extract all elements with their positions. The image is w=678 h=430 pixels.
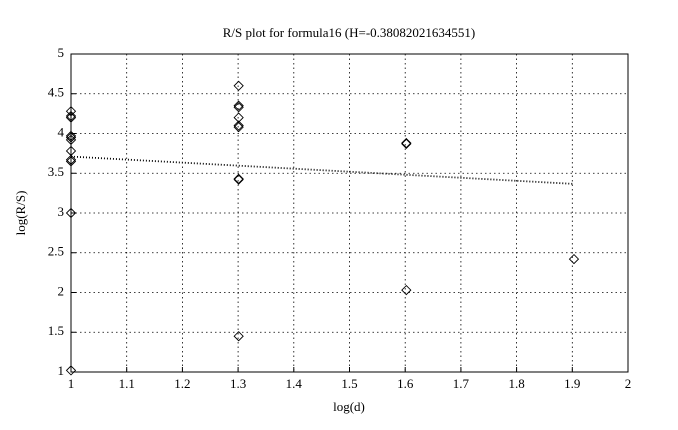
x-tick-label: 1.7 xyxy=(453,376,470,391)
x-axis-label: log(d) xyxy=(333,399,365,414)
point xyxy=(401,284,412,296)
point xyxy=(233,120,244,131)
chart-title: R/S plot for formula16 (H=-0.38082021634… xyxy=(223,25,476,40)
y-axis-label: log(R/S) xyxy=(13,191,28,236)
point xyxy=(65,207,77,219)
x-tick-label: 1.1 xyxy=(119,376,135,391)
point xyxy=(401,137,412,149)
y-tick-label: 4 xyxy=(58,124,65,139)
x-tick-label: 1.2 xyxy=(174,376,190,391)
x-tick-label: 1.9 xyxy=(564,376,580,391)
point xyxy=(65,154,77,165)
x-tick-label: 1.4 xyxy=(286,376,303,391)
y-tick-label: 1 xyxy=(58,363,65,378)
y-tick-label: 3 xyxy=(58,204,65,219)
point xyxy=(233,331,244,342)
point xyxy=(233,122,244,133)
point xyxy=(233,100,244,111)
x-tick-label: 1.5 xyxy=(341,376,357,391)
x-tick-label: 2 xyxy=(625,376,632,391)
point xyxy=(65,110,77,122)
point xyxy=(65,156,77,167)
x-tick-label: 1 xyxy=(68,376,75,391)
y-tick-label: 2 xyxy=(58,283,65,298)
x-tick-label: 1.3 xyxy=(230,376,246,391)
point xyxy=(65,112,77,123)
x-tick-label: 1.8 xyxy=(508,376,524,391)
y-tick-label: 4.5 xyxy=(48,85,64,100)
point xyxy=(65,134,77,145)
point xyxy=(233,102,244,113)
x-tick-label: 1.6 xyxy=(397,376,414,391)
y-tick-label: 5 xyxy=(58,45,65,60)
point xyxy=(568,253,580,265)
point xyxy=(233,173,244,184)
y-tick-label: 2.5 xyxy=(48,244,64,259)
point xyxy=(65,130,77,142)
point xyxy=(65,132,77,143)
point xyxy=(65,106,77,117)
point xyxy=(233,80,244,91)
point xyxy=(401,138,412,149)
y-tick-label: 3.5 xyxy=(48,164,64,179)
point xyxy=(65,365,77,376)
y-tick-label: 1.5 xyxy=(48,323,64,338)
point xyxy=(233,174,244,185)
